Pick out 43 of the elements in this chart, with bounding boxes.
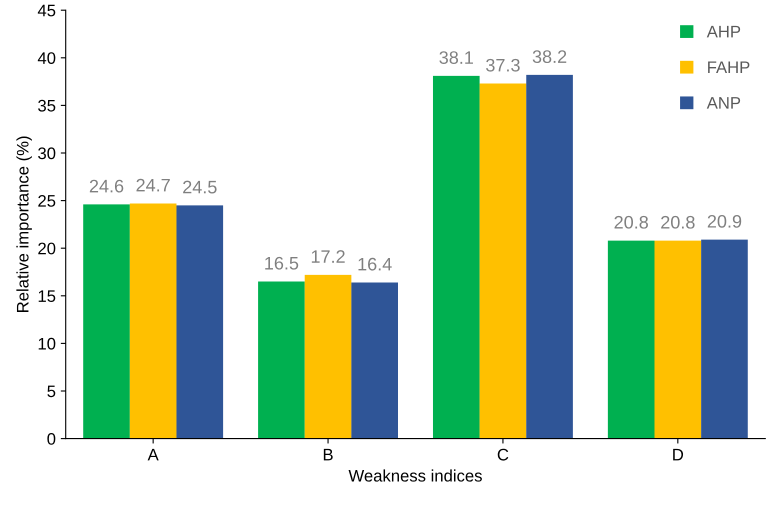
bar [258, 282, 305, 439]
y-tick-label: 0 [47, 433, 56, 445]
data-label: 37.3 [486, 58, 520, 72]
y-tick-label: 35 [38, 100, 56, 112]
y-tick-label: 20 [38, 242, 56, 254]
bar [432, 76, 480, 439]
data-label: 38.2 [532, 50, 566, 64]
bar [83, 204, 130, 439]
data-label: 24.5 [183, 180, 217, 194]
data-label: 20.8 [661, 216, 695, 229]
data-label: 38.1 [439, 51, 473, 64]
data-label: 24.6 [90, 180, 124, 193]
bar [176, 205, 224, 439]
legend-label: FAHP [708, 62, 750, 73]
legend-label: AHP [706, 26, 740, 38]
data-label: 20.9 [708, 214, 742, 228]
x-tick-label: B [324, 448, 333, 460]
y-tick-label: 10 [38, 338, 56, 350]
x-tick-label: A [148, 448, 159, 460]
x-axis-title: Weakness indices [348, 469, 482, 482]
x-tick-label: D [673, 448, 684, 460]
bar [701, 240, 748, 439]
y-tick-label: 45 [38, 4, 56, 16]
bar [130, 203, 176, 439]
y-tick-label: 5 [47, 386, 56, 398]
y-tick-label: 25 [38, 195, 56, 207]
data-label: 20.8 [614, 216, 648, 229]
bar [351, 282, 398, 439]
bar [304, 274, 352, 439]
bar [608, 240, 655, 439]
x-tick-label: C [498, 448, 508, 461]
data-label: 16.4 [358, 258, 392, 271]
y-tick-label: 40 [38, 52, 56, 64]
y-axis-title: Relative importance (%) [16, 136, 32, 312]
bar [526, 74, 573, 439]
y-tick-label: 15 [38, 290, 56, 302]
bar [480, 84, 526, 439]
legend-label: ANP [706, 97, 740, 109]
data-label: 16.5 [265, 256, 298, 270]
bar [654, 240, 702, 439]
data-label: 24.7 [136, 178, 170, 192]
data-label: 17.2 [312, 250, 345, 263]
y-tick-label: 30 [38, 147, 56, 160]
